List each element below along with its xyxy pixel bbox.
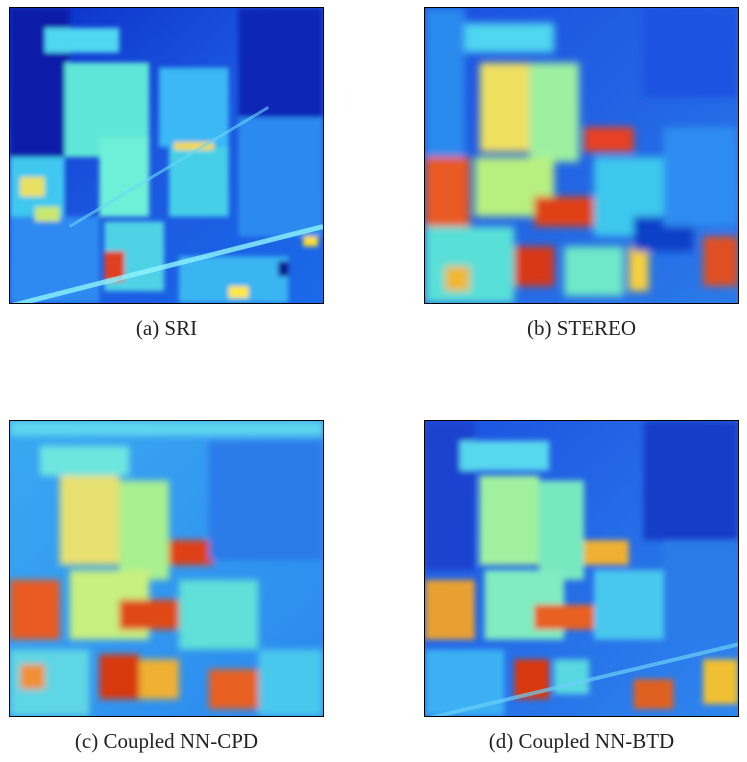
heatmap-image — [9, 420, 324, 717]
caption-stereo: (b) STEREO — [526, 316, 637, 340]
heatmap-image — [424, 420, 739, 717]
caption-coupled-nn-cpd: (c) Coupled NN-CPD — [74, 729, 259, 753]
caption-coupled-nn-btd: (d) Coupled NN-BTD — [488, 729, 675, 753]
heatmap-image — [9, 7, 324, 304]
caption-sri: (a) SRI — [135, 316, 198, 340]
heatmap-image — [424, 7, 739, 304]
